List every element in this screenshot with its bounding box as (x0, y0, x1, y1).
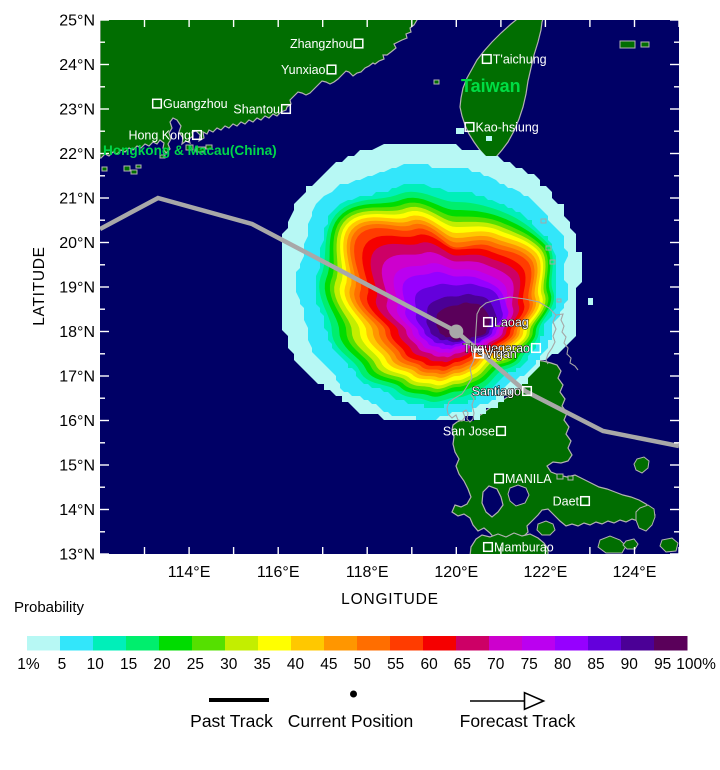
svg-text:30: 30 (220, 656, 238, 673)
svg-text:18°N: 18°N (59, 324, 95, 341)
svg-text:100%: 100% (676, 656, 716, 673)
svg-text:5: 5 (58, 656, 67, 673)
svg-text:75: 75 (521, 656, 538, 673)
svg-text:23°N: 23°N (59, 102, 95, 119)
svg-text:Mamburao: Mamburao (494, 541, 554, 555)
svg-text:85: 85 (587, 656, 604, 673)
svg-text:Current Position: Current Position (288, 711, 413, 731)
svg-text:16°N: 16°N (59, 413, 95, 430)
svg-text:124°E: 124°E (613, 564, 657, 581)
svg-text:122°E: 122°E (524, 564, 568, 581)
svg-text:65: 65 (454, 656, 471, 673)
svg-text:15°N: 15°N (59, 458, 95, 475)
svg-text:Guangzhou: Guangzhou (163, 97, 228, 111)
svg-text:20: 20 (153, 656, 171, 673)
svg-text:22°N: 22°N (59, 146, 95, 163)
svg-text:LATITUDE: LATITUDE (31, 246, 48, 325)
svg-text:40: 40 (287, 656, 305, 673)
svg-text:118°E: 118°E (346, 564, 389, 581)
svg-text:Yunxiao: Yunxiao (281, 63, 326, 77)
svg-text:35: 35 (254, 656, 271, 673)
svg-text:Probability: Probability (14, 599, 85, 616)
svg-text:Santiago: Santiago (472, 385, 521, 399)
svg-text:14°N: 14°N (59, 502, 95, 519)
svg-text:Hong Kong: Hong Kong (128, 129, 191, 143)
svg-text:1%: 1% (17, 656, 40, 673)
svg-text:Shantou: Shantou (233, 103, 280, 117)
svg-text:25°N: 25°N (59, 13, 95, 30)
svg-text:60: 60 (420, 656, 438, 673)
svg-text:Daet: Daet (553, 495, 580, 509)
svg-text:T'aichung: T'aichung (493, 53, 547, 67)
svg-text:Tuguegarao: Tuguegarao (463, 342, 530, 356)
svg-text:90: 90 (621, 656, 639, 673)
svg-text:Taiwan: Taiwan (461, 76, 521, 96)
svg-text:Kao-hsiung: Kao-hsiung (476, 121, 539, 135)
svg-text:San Jose: San Jose (443, 425, 495, 439)
svg-text:Vigan: Vigan (485, 347, 517, 361)
svg-text:10: 10 (87, 656, 105, 673)
svg-text:55: 55 (387, 656, 404, 673)
svg-text:13°N: 13°N (59, 547, 95, 564)
svg-text:95: 95 (654, 656, 671, 673)
svg-text:15: 15 (120, 656, 137, 673)
svg-text:25: 25 (187, 656, 204, 673)
svg-text:21°N: 21°N (59, 191, 95, 208)
svg-text:80: 80 (554, 656, 572, 673)
svg-text:19°N: 19°N (59, 280, 95, 297)
svg-text:50: 50 (354, 656, 372, 673)
svg-text:114°E: 114°E (168, 564, 211, 581)
svg-text:17°N: 17°N (59, 369, 95, 386)
svg-text:Hongkong & Macau(China): Hongkong & Macau(China) (103, 143, 277, 158)
svg-text:LONGITUDE: LONGITUDE (341, 591, 439, 608)
svg-text:45: 45 (320, 656, 337, 673)
svg-text:20°N: 20°N (59, 235, 95, 252)
svg-text:Past Track: Past Track (190, 711, 273, 731)
svg-text:MANILA: MANILA (505, 472, 552, 486)
svg-text:120°E: 120°E (434, 564, 478, 581)
svg-text:Forecast Track: Forecast Track (460, 711, 576, 731)
svg-text:24°N: 24°N (59, 57, 95, 74)
svg-text:70: 70 (487, 656, 505, 673)
svg-text:116°E: 116°E (257, 564, 300, 581)
svg-text:Laoag: Laoag (494, 316, 529, 330)
svg-text:Zhangzhou: Zhangzhou (290, 37, 353, 51)
